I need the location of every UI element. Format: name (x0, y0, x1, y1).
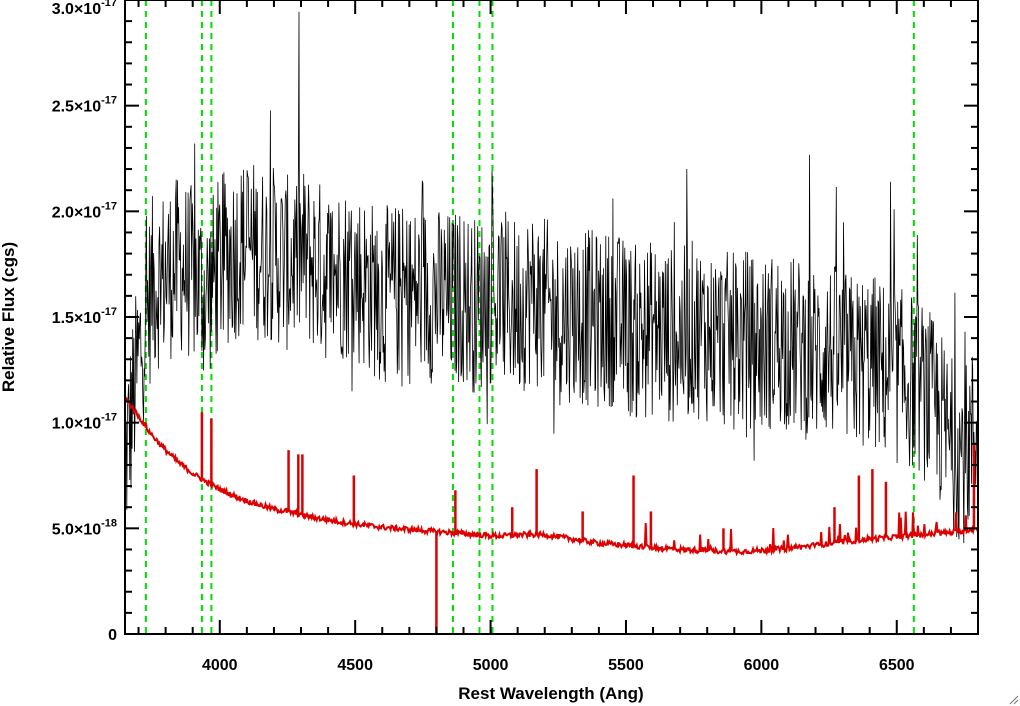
series-model (125, 395, 978, 557)
y-axis-label: Relative Flux (cgs) (0, 242, 18, 392)
y-tick-label-5: 2.5×10-17 (52, 95, 117, 116)
resize-grip-icon[interactable] (1009, 695, 1019, 705)
y-tick-label-1: 5.0×10-18 (52, 517, 117, 538)
y-tick-label-3: 1.5×10-17 (52, 306, 117, 327)
series-layer (125, 11, 978, 634)
x-axis-label: Rest Wavelength (Ang) (458, 684, 643, 703)
x-tick-label-0: 4000 (202, 657, 238, 674)
x-tick-label-3: 5500 (608, 657, 644, 674)
series-observed (125, 11, 978, 544)
y-tick-label-2: 1.0×10-17 (52, 412, 117, 433)
x-tick-label-2: 5000 (473, 657, 509, 674)
y-tick-label-6: 3.0×10-17 (52, 0, 117, 18)
axes: 4000 4500 5000 5500 6000 6500 0 5.0×10-18 1.0×10… (52, 0, 979, 674)
x-tick-label-4: 6000 (744, 657, 780, 674)
y-tick-label-4: 2.0×10-17 (52, 200, 117, 221)
x-tick-label-5: 6500 (879, 657, 915, 674)
x-tick-label-1: 4500 (337, 657, 373, 674)
y-tick-label-0: 0 (108, 627, 117, 644)
